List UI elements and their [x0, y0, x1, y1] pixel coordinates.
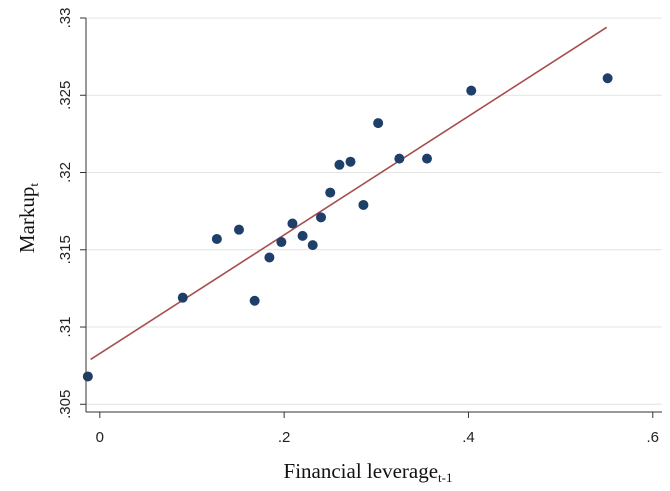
- y-tick-label: .315: [57, 235, 74, 264]
- scatter-point: [316, 212, 327, 223]
- scatter-point: [334, 159, 345, 170]
- y-axis-title-subscript: t: [26, 183, 41, 187]
- y-tick-label: .31: [57, 317, 74, 338]
- x-axis-title-main: Financial leverage: [284, 459, 439, 483]
- y-axis-title-main: Markup: [15, 187, 39, 254]
- gridlines: [86, 17, 662, 405]
- data-points: [82, 73, 613, 382]
- scatter-point: [421, 153, 432, 164]
- scatter-point: [233, 224, 244, 235]
- tick-labels: .305 .31 .315 .32 .325 .33 0 .2 .4 .6: [57, 8, 659, 446]
- x-axis-title-subscript: t-1: [438, 470, 452, 485]
- scatter-point: [287, 218, 298, 229]
- fit-line-layer: [90, 26, 608, 361]
- y-axis-title: Markupt: [15, 183, 41, 254]
- scatter-point: [297, 230, 308, 241]
- scatter-point: [466, 85, 477, 96]
- scatter-point: [325, 187, 336, 198]
- y-tick-label: .33: [57, 8, 74, 29]
- x-tick-label: 0: [96, 429, 104, 446]
- axes: [80, 17, 662, 418]
- scatter-point: [602, 73, 613, 84]
- y-tick-label: .305: [57, 390, 74, 419]
- scatter-point: [177, 292, 188, 303]
- scatter-point: [373, 118, 384, 129]
- fitted-line: [90, 26, 608, 361]
- x-axis-title: Financial leveraget-1: [284, 459, 453, 485]
- scatter-point: [249, 295, 260, 306]
- scatter-point: [394, 153, 405, 164]
- x-tick-label: .2: [278, 429, 291, 446]
- scatter-point: [307, 240, 318, 251]
- y-tick-label: .32: [57, 162, 74, 183]
- scatter-point: [358, 199, 369, 210]
- x-tick-label: .6: [647, 429, 660, 446]
- scatter-point: [345, 156, 356, 167]
- scatter-point: [264, 252, 275, 263]
- scatter-point: [211, 233, 222, 244]
- y-tick-label: .325: [57, 81, 74, 110]
- x-tick-label: .4: [462, 429, 475, 446]
- scatter-point: [82, 371, 93, 382]
- scatter-point: [276, 237, 287, 248]
